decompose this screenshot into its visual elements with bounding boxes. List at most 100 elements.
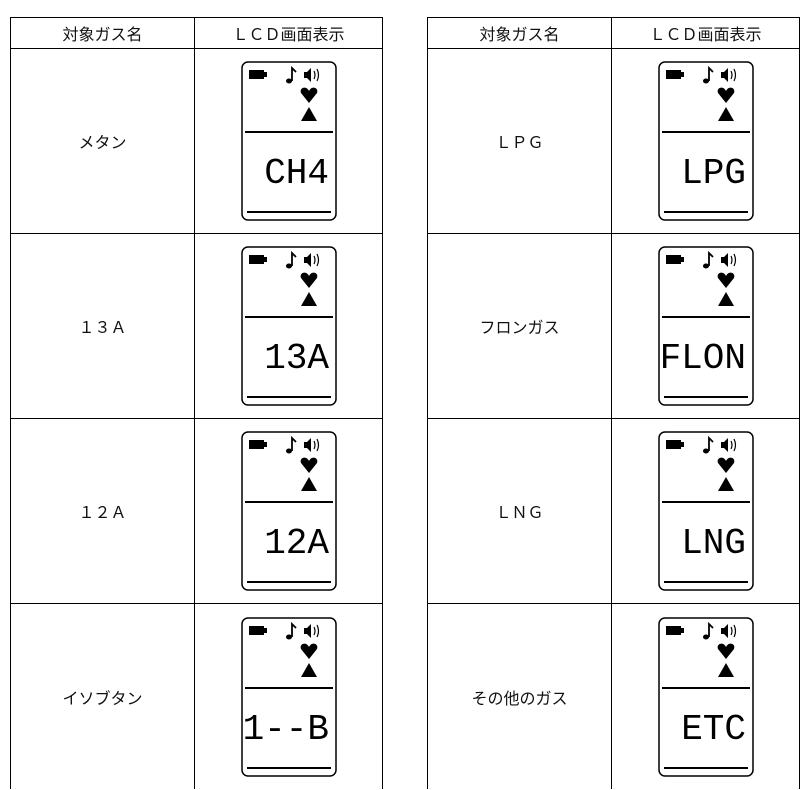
battery (665, 70, 681, 79)
lcd-frame (240, 431, 337, 591)
lcd-frame (657, 246, 754, 406)
lcd-cell: CH4 (195, 49, 383, 234)
triangle (300, 107, 317, 121)
lcd-cell: FLON (612, 234, 800, 419)
note-head (285, 78, 292, 84)
lcd-cell: ETC (612, 604, 800, 789)
lcd-frame (657, 61, 754, 221)
gas-name: その他のガス (427, 604, 612, 789)
speaker (720, 253, 728, 267)
triangle (717, 292, 734, 306)
lcd-text: ETC (681, 709, 746, 750)
triangle (300, 292, 317, 306)
lcd-cell: 13A (195, 234, 383, 419)
lcd-frame (240, 616, 337, 777)
speaker (303, 68, 311, 82)
note-head (702, 263, 709, 269)
table: 対象ガス名 ＬＣＤ画面表示 ＬＰＧ LPG フロンガス FLON ＬＮＧ LNG その他のガス E… (427, 17, 800, 790)
note-stem (707, 621, 714, 637)
triangle (717, 477, 734, 491)
battery-tip (680, 442, 684, 447)
header-cell: ＬＣＤ画面表示 (195, 18, 383, 49)
note-stem (707, 435, 714, 451)
note-head (702, 78, 709, 84)
lcd-text: LPG (681, 153, 746, 194)
lcd-display: ETC (657, 616, 754, 777)
lcd-text: 1--B (242, 709, 328, 750)
note-head (702, 634, 709, 639)
lcd-cell: 1--B (195, 604, 383, 789)
note-stem (290, 621, 297, 637)
battery (665, 440, 681, 449)
lcd-display: CH4 (240, 61, 337, 221)
heart (300, 457, 317, 473)
lcd-display: 12A (240, 431, 337, 591)
sound-waves (312, 624, 319, 637)
sound-waves (729, 68, 736, 82)
note-stem (707, 65, 714, 81)
lcd-display: 13A (240, 246, 337, 406)
lcd-frame (657, 431, 754, 591)
heart (300, 272, 317, 288)
sound-waves (729, 253, 736, 267)
heart (717, 457, 734, 473)
battery-tip (263, 627, 267, 633)
battery (665, 255, 681, 264)
triangle (717, 107, 734, 121)
header-cell: 対象ガス名 (10, 18, 195, 49)
sound-waves (312, 68, 319, 82)
note-head (702, 448, 709, 454)
heart (300, 643, 317, 659)
battery-tip (263, 72, 267, 77)
gas-name: ＬＮＧ (427, 419, 612, 604)
battery (248, 625, 264, 635)
sound-waves (312, 438, 319, 452)
lcd-frame (657, 616, 754, 777)
note-head (285, 263, 292, 269)
lcd-cell: LPG (612, 49, 800, 234)
note-stem (290, 435, 297, 451)
sound-waves (729, 438, 736, 452)
note-head (285, 634, 292, 639)
header-cell: ＬＣＤ画面表示 (612, 18, 800, 49)
speaker (720, 623, 728, 638)
heart (717, 272, 734, 288)
table: 対象ガス名 ＬＣＤ画面表示 メタン CH4 １３Ａ 13A １２Ａ 12A イソブタン 1--B (10, 17, 383, 790)
battery-tip (680, 627, 684, 633)
gas-name: イソブタン (10, 604, 195, 789)
lcd-display: FLON (657, 246, 754, 406)
gas-name: １３Ａ (10, 234, 195, 419)
lcd-frame (240, 246, 337, 406)
lcd-frame (240, 61, 337, 221)
battery-tip (263, 442, 267, 447)
lcd-text: 12A (264, 523, 329, 564)
lcd-display: LPG (657, 61, 754, 221)
note-stem (707, 250, 714, 266)
note-stem (290, 65, 297, 81)
gas-name: １２Ａ (10, 419, 195, 604)
lcd-display: 1--B (240, 616, 337, 777)
battery-tip (263, 257, 267, 262)
speaker (303, 438, 311, 452)
gas-name: ＬＰＧ (427, 49, 612, 234)
battery (248, 70, 264, 79)
battery (665, 625, 681, 635)
speaker (720, 438, 728, 452)
battery (248, 440, 264, 449)
lcd-text: 13A (264, 338, 329, 379)
speaker (303, 623, 311, 638)
speaker (303, 253, 311, 267)
heart (300, 87, 317, 103)
header-cell: 対象ガス名 (427, 18, 612, 49)
triangle (717, 662, 734, 677)
sound-waves (312, 253, 319, 267)
battery (248, 255, 264, 264)
lcd-text: CH4 (264, 153, 329, 194)
lcd-display: LNG (657, 431, 754, 591)
gas-name: メタン (10, 49, 195, 234)
lcd-text: FLON (659, 338, 745, 379)
gas-name: フロンガス (427, 234, 612, 419)
note-head (285, 448, 292, 454)
triangle (300, 662, 317, 677)
